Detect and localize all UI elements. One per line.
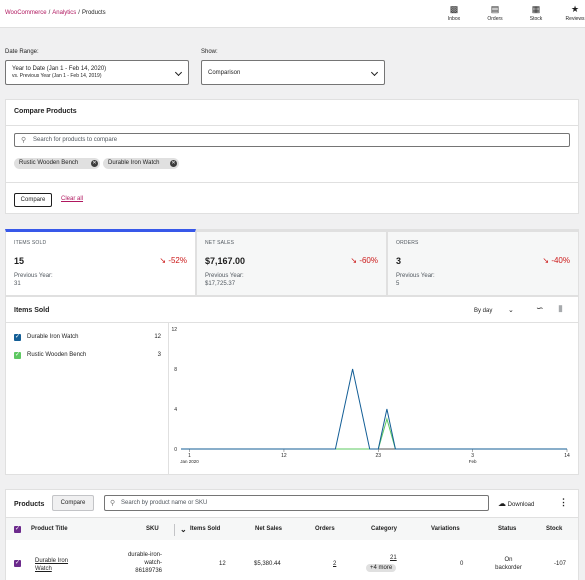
delta-down: ↘ -40% — [542, 256, 570, 265]
column-orders[interactable]: Orders — [315, 526, 335, 532]
select-all-checkbox[interactable]: ✓ — [14, 526, 21, 533]
checkbox-checked[interactable]: ✓ — [14, 334, 21, 341]
summary-orders[interactable]: ORDERS 3 ↘ -40% Previous Year: 5 — [387, 229, 579, 296]
column-category[interactable]: Category — [371, 526, 398, 532]
row-checkbox[interactable]: ✓ — [14, 560, 21, 567]
column-variations[interactable]: Variations — [431, 526, 460, 532]
divider — [6, 322, 578, 323]
breadcrumb-analytics[interactable]: Analytics — [52, 10, 77, 16]
inbox-icon: ▩ — [449, 4, 459, 14]
table-header: ✓ Product Title SKU ⌄ Items Sold Net Sal… — [6, 518, 578, 540]
show-label: Show: — [201, 49, 218, 55]
arrow-down-icon: ↘ — [542, 256, 552, 265]
column-net-sales[interactable]: Net Sales — [255, 526, 283, 532]
table-row: ✓ Durable Iron Watch durable-iron- watch… — [6, 541, 578, 580]
summary-net-sales[interactable]: NET SALES $7,167.00 ↘ -60% Previous Year… — [196, 229, 387, 296]
compare-products-title: Compare Products — [14, 108, 77, 115]
divider — [6, 182, 578, 183]
chevron-down-icon: ⌄ — [508, 307, 514, 314]
items-sold-cell: 12 — [219, 561, 226, 567]
orders-icon: ▤ — [490, 4, 500, 14]
net-sales-cell: $5,380.44 — [254, 561, 281, 567]
x-tick-label: 12 — [281, 453, 287, 459]
table-title: Products — [14, 501, 45, 508]
x-tick-sublabel: Feb — [469, 459, 477, 464]
x-tick-label: 3 — [471, 453, 474, 459]
x-tick-label: 14 — [564, 453, 570, 459]
divider — [168, 323, 169, 475]
products-table-card: Products Compare ⚲ Search by product nam… — [5, 489, 579, 580]
interval-select[interactable]: By day ⌄ — [474, 307, 514, 314]
variations-cell: 0 — [460, 561, 464, 567]
search-icon: ⚲ — [110, 500, 116, 507]
y-tick-label: 12 — [171, 327, 177, 333]
activity-reviews[interactable]: ★ Reviews — [560, 4, 585, 22]
y-tick-label: 4 — [174, 407, 177, 413]
table-compare-button[interactable]: Compare — [52, 495, 94, 511]
close-icon[interactable]: ✕ — [91, 160, 98, 167]
y-tick-label: 0 — [174, 447, 177, 453]
show-select[interactable]: Comparison — [201, 60, 385, 85]
divider — [6, 125, 578, 126]
x-tick-label: 23 — [376, 453, 382, 459]
compare-search-input[interactable]: ⚲ Search for products to compare — [14, 133, 570, 147]
column-status[interactable]: Status — [498, 526, 517, 532]
clear-all-link[interactable]: Clear all — [61, 196, 84, 202]
cloud-download-icon: ☁ — [498, 499, 506, 508]
more-menu-icon[interactable]: ⋮ — [559, 497, 568, 507]
activity-stock[interactable]: ▦ Stock — [521, 4, 551, 22]
x-tick-sublabel: Jan 2020 — [180, 459, 199, 464]
line-chart-icon[interactable]: ∽ — [536, 303, 544, 313]
download-button[interactable]: ☁ Download — [498, 499, 535, 508]
activity-orders[interactable]: ▤ Orders — [480, 4, 510, 22]
category-link[interactable]: 21 — [390, 555, 397, 561]
divider — [6, 517, 578, 518]
date-range-label: Date Range: — [5, 49, 39, 55]
chip-durable-iron-watch: Durable Iron Watch ✕ — [103, 158, 179, 169]
column-sku[interactable]: SKU — [146, 526, 159, 532]
column-items-sold[interactable]: Items Sold — [190, 526, 221, 532]
activity-inbox[interactable]: ▩ Inbox — [439, 4, 469, 22]
product-title-link[interactable]: Durable Iron Watch — [35, 558, 69, 572]
close-icon[interactable]: ✕ — [170, 160, 177, 167]
search-icon: ⚲ — [21, 137, 27, 144]
compare-button[interactable]: Compare — [14, 193, 52, 207]
status-cell: On backorder — [495, 557, 522, 571]
checkbox-checked[interactable]: ✓ — [14, 352, 21, 359]
arrow-down-icon: ↘ — [350, 256, 360, 265]
stock-icon: ▦ — [531, 4, 541, 14]
series-line — [181, 417, 567, 450]
summary-items-sold[interactable]: ITEMS SOLD 15 ↘ -52% Previous Year: 31 — [5, 229, 196, 296]
x-tick-label: 1 — [188, 453, 191, 459]
orders-link[interactable]: 2 — [333, 561, 337, 567]
column-stock[interactable]: Stock — [546, 526, 563, 532]
stock-cell: -107 — [554, 561, 567, 567]
column-product-title[interactable]: Product Title — [31, 526, 68, 532]
breadcrumb: WooCommerce / Analytics / Products — [5, 10, 106, 16]
breadcrumb-woocommerce[interactable]: WooCommerce — [5, 10, 47, 16]
delta-down: ↘ -60% — [350, 256, 378, 265]
divider — [174, 524, 175, 536]
compare-products-card: Compare Products ⚲ Search for products t… — [5, 99, 579, 214]
bar-chart-icon[interactable]: ▮ — [558, 303, 563, 313]
chart-title: Items Sold — [14, 307, 50, 314]
y-tick-label: 8 — [174, 367, 177, 373]
series-line — [181, 368, 567, 450]
top-bar: WooCommerce / Analytics / Products ▩ Inbox ▤ O… — [0, 0, 585, 28]
sort-desc-icon: ⌄ — [180, 525, 187, 534]
chip-rustic-wooden-bench: Rustic Wooden Bench ✕ — [14, 158, 100, 169]
chart-card: Items Sold By day ⌄ ∽ ▮ ✓ Durable Iron W… — [5, 296, 579, 475]
chevron-down-icon — [370, 68, 379, 77]
sku-cell: durable-iron- watch- 86189736 — [127, 552, 162, 574]
chevron-down-icon — [174, 68, 183, 77]
category-more-badge[interactable]: +4 more — [366, 564, 397, 572]
table-search-input[interactable]: ⚲ Search by product name or SKU — [104, 495, 489, 511]
date-range-select[interactable]: Year to Date (Jan 1 - Feb 14, 2020) vs. … — [5, 60, 189, 85]
delta-down: ↘ -52% — [159, 256, 187, 265]
breadcrumb-current: Products — [81, 10, 106, 16]
arrow-down-icon: ↘ — [159, 256, 169, 265]
reviews-icon: ★ — [570, 4, 580, 14]
